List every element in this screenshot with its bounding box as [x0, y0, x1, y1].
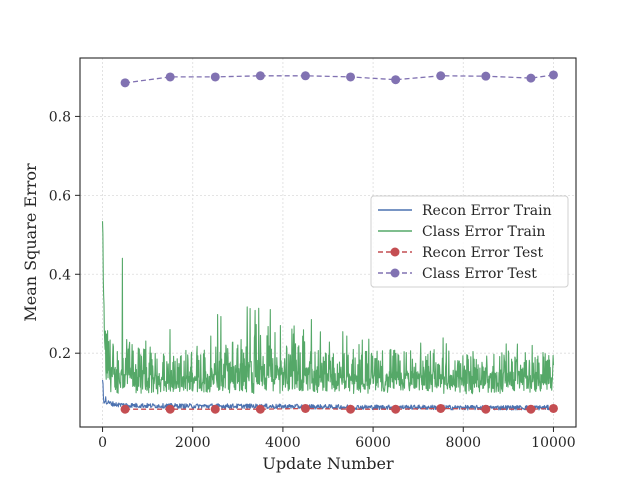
recon-error-test-point — [436, 403, 446, 413]
recon-error-test-point — [300, 403, 310, 413]
class-error-test-point — [391, 75, 401, 85]
legend-marker — [390, 247, 400, 257]
legend: Recon Error Train Class Error Train Recon … — [370, 195, 569, 288]
recon-error-test-point — [346, 404, 356, 414]
class-error-test-point — [526, 73, 536, 83]
legend-label: Class Error Test — [422, 266, 537, 282]
x-tick-label: 10000 — [531, 435, 576, 451]
recon-error-test-point — [120, 404, 130, 414]
legend-box — [370, 195, 569, 288]
y-axis-label: Mean Square Error — [21, 163, 40, 322]
legend-label: Recon Error Train — [422, 203, 552, 219]
y-tick-label: 0.2 — [49, 346, 71, 362]
x-tick-label: 8000 — [445, 435, 481, 451]
class-error-test-point — [210, 72, 220, 82]
recon-error-test-point — [548, 403, 558, 413]
class-error-test-point — [165, 72, 175, 82]
axis-ticks: 0 2000 4000 6000 8000 10000 0.2 0.4 0.6 0.8 — [49, 109, 576, 451]
class-error-test-point — [481, 71, 491, 81]
legend-label: Recon Error Test — [422, 245, 543, 261]
x-tick-label: 2000 — [175, 435, 211, 451]
recon-error-test-point — [255, 404, 265, 414]
plot-frame — [79, 57, 577, 428]
class-error-test-point — [436, 71, 446, 81]
class-error-test-point — [120, 78, 130, 88]
x-tick-label: 0 — [98, 435, 107, 451]
recon-error-test-point — [481, 404, 491, 414]
legend-marker — [390, 268, 400, 278]
x-tick-label: 4000 — [265, 435, 301, 451]
y-tick-label: 0.8 — [49, 109, 71, 125]
recon-error-test-point — [165, 404, 175, 414]
x-axis-label: Update Number — [262, 454, 394, 473]
class-error-test-point — [548, 70, 558, 80]
class-error-test-point — [346, 72, 356, 82]
legend-label: Class Error Train — [422, 224, 545, 240]
class-error-test-point — [300, 71, 310, 81]
recon-error-test-point — [210, 404, 220, 414]
x-tick-label: 6000 — [355, 435, 391, 451]
plot-series — [101, 70, 558, 414]
y-tick-label: 0.4 — [49, 267, 71, 283]
series-class-error-train — [101, 221, 555, 395]
class-error-test-point — [255, 71, 265, 81]
y-tick-label: 0.6 — [49, 188, 71, 204]
recon-error-test-point — [526, 404, 536, 414]
recon-error-test-point — [391, 404, 401, 414]
